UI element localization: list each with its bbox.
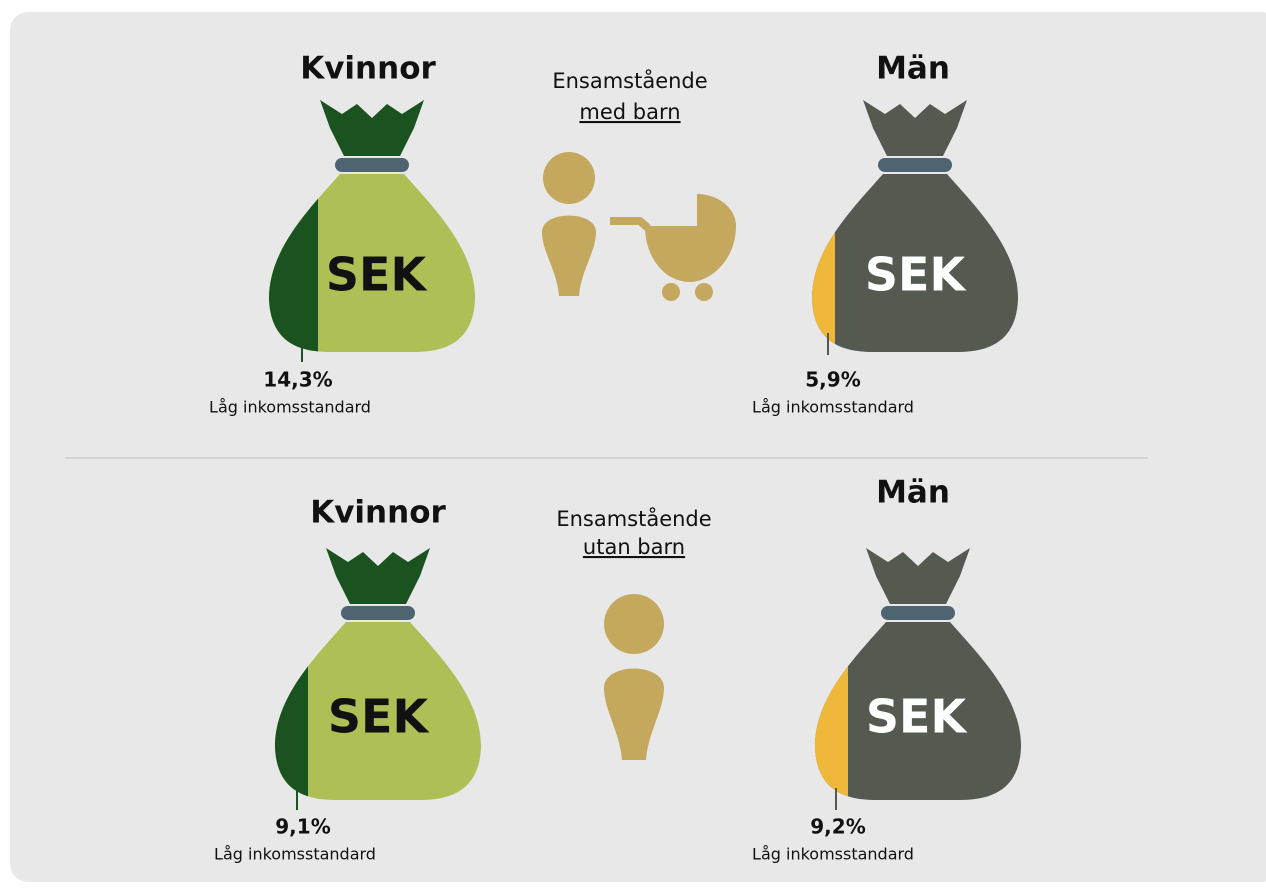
group-title: Kvinnor bbox=[300, 51, 436, 87]
bag-label: SEK bbox=[326, 248, 429, 302]
value: 14,3% bbox=[263, 368, 332, 392]
bag-label: SEK bbox=[866, 690, 969, 744]
bag-label: SEK bbox=[865, 248, 968, 302]
value: 5,9% bbox=[805, 368, 860, 392]
infographic: Kvinnor SEK 14,3% Låg inkomsstandard Män… bbox=[0, 0, 1266, 889]
group-title: Män bbox=[876, 475, 950, 511]
page: {"sections": [ {"heading": "Ensamstående… bbox=[0, 0, 1266, 889]
heading: Ensamstående bbox=[552, 68, 707, 93]
caption: Låg inkomsstandard bbox=[752, 845, 914, 864]
heading: Ensamstående bbox=[556, 506, 711, 531]
group-title: Män bbox=[876, 51, 950, 87]
group-title: Kvinnor bbox=[310, 495, 446, 531]
caption: Låg inkomsstandard bbox=[209, 398, 371, 417]
value: 9,2% bbox=[810, 815, 865, 839]
bag-label: SEK bbox=[328, 690, 431, 744]
caption: Låg inkomsstandard bbox=[214, 845, 376, 864]
subheading: med barn bbox=[579, 100, 680, 124]
caption: Låg inkomsstandard bbox=[752, 398, 914, 417]
value: 9,1% bbox=[275, 815, 330, 839]
subheading: utan barn bbox=[583, 535, 685, 559]
